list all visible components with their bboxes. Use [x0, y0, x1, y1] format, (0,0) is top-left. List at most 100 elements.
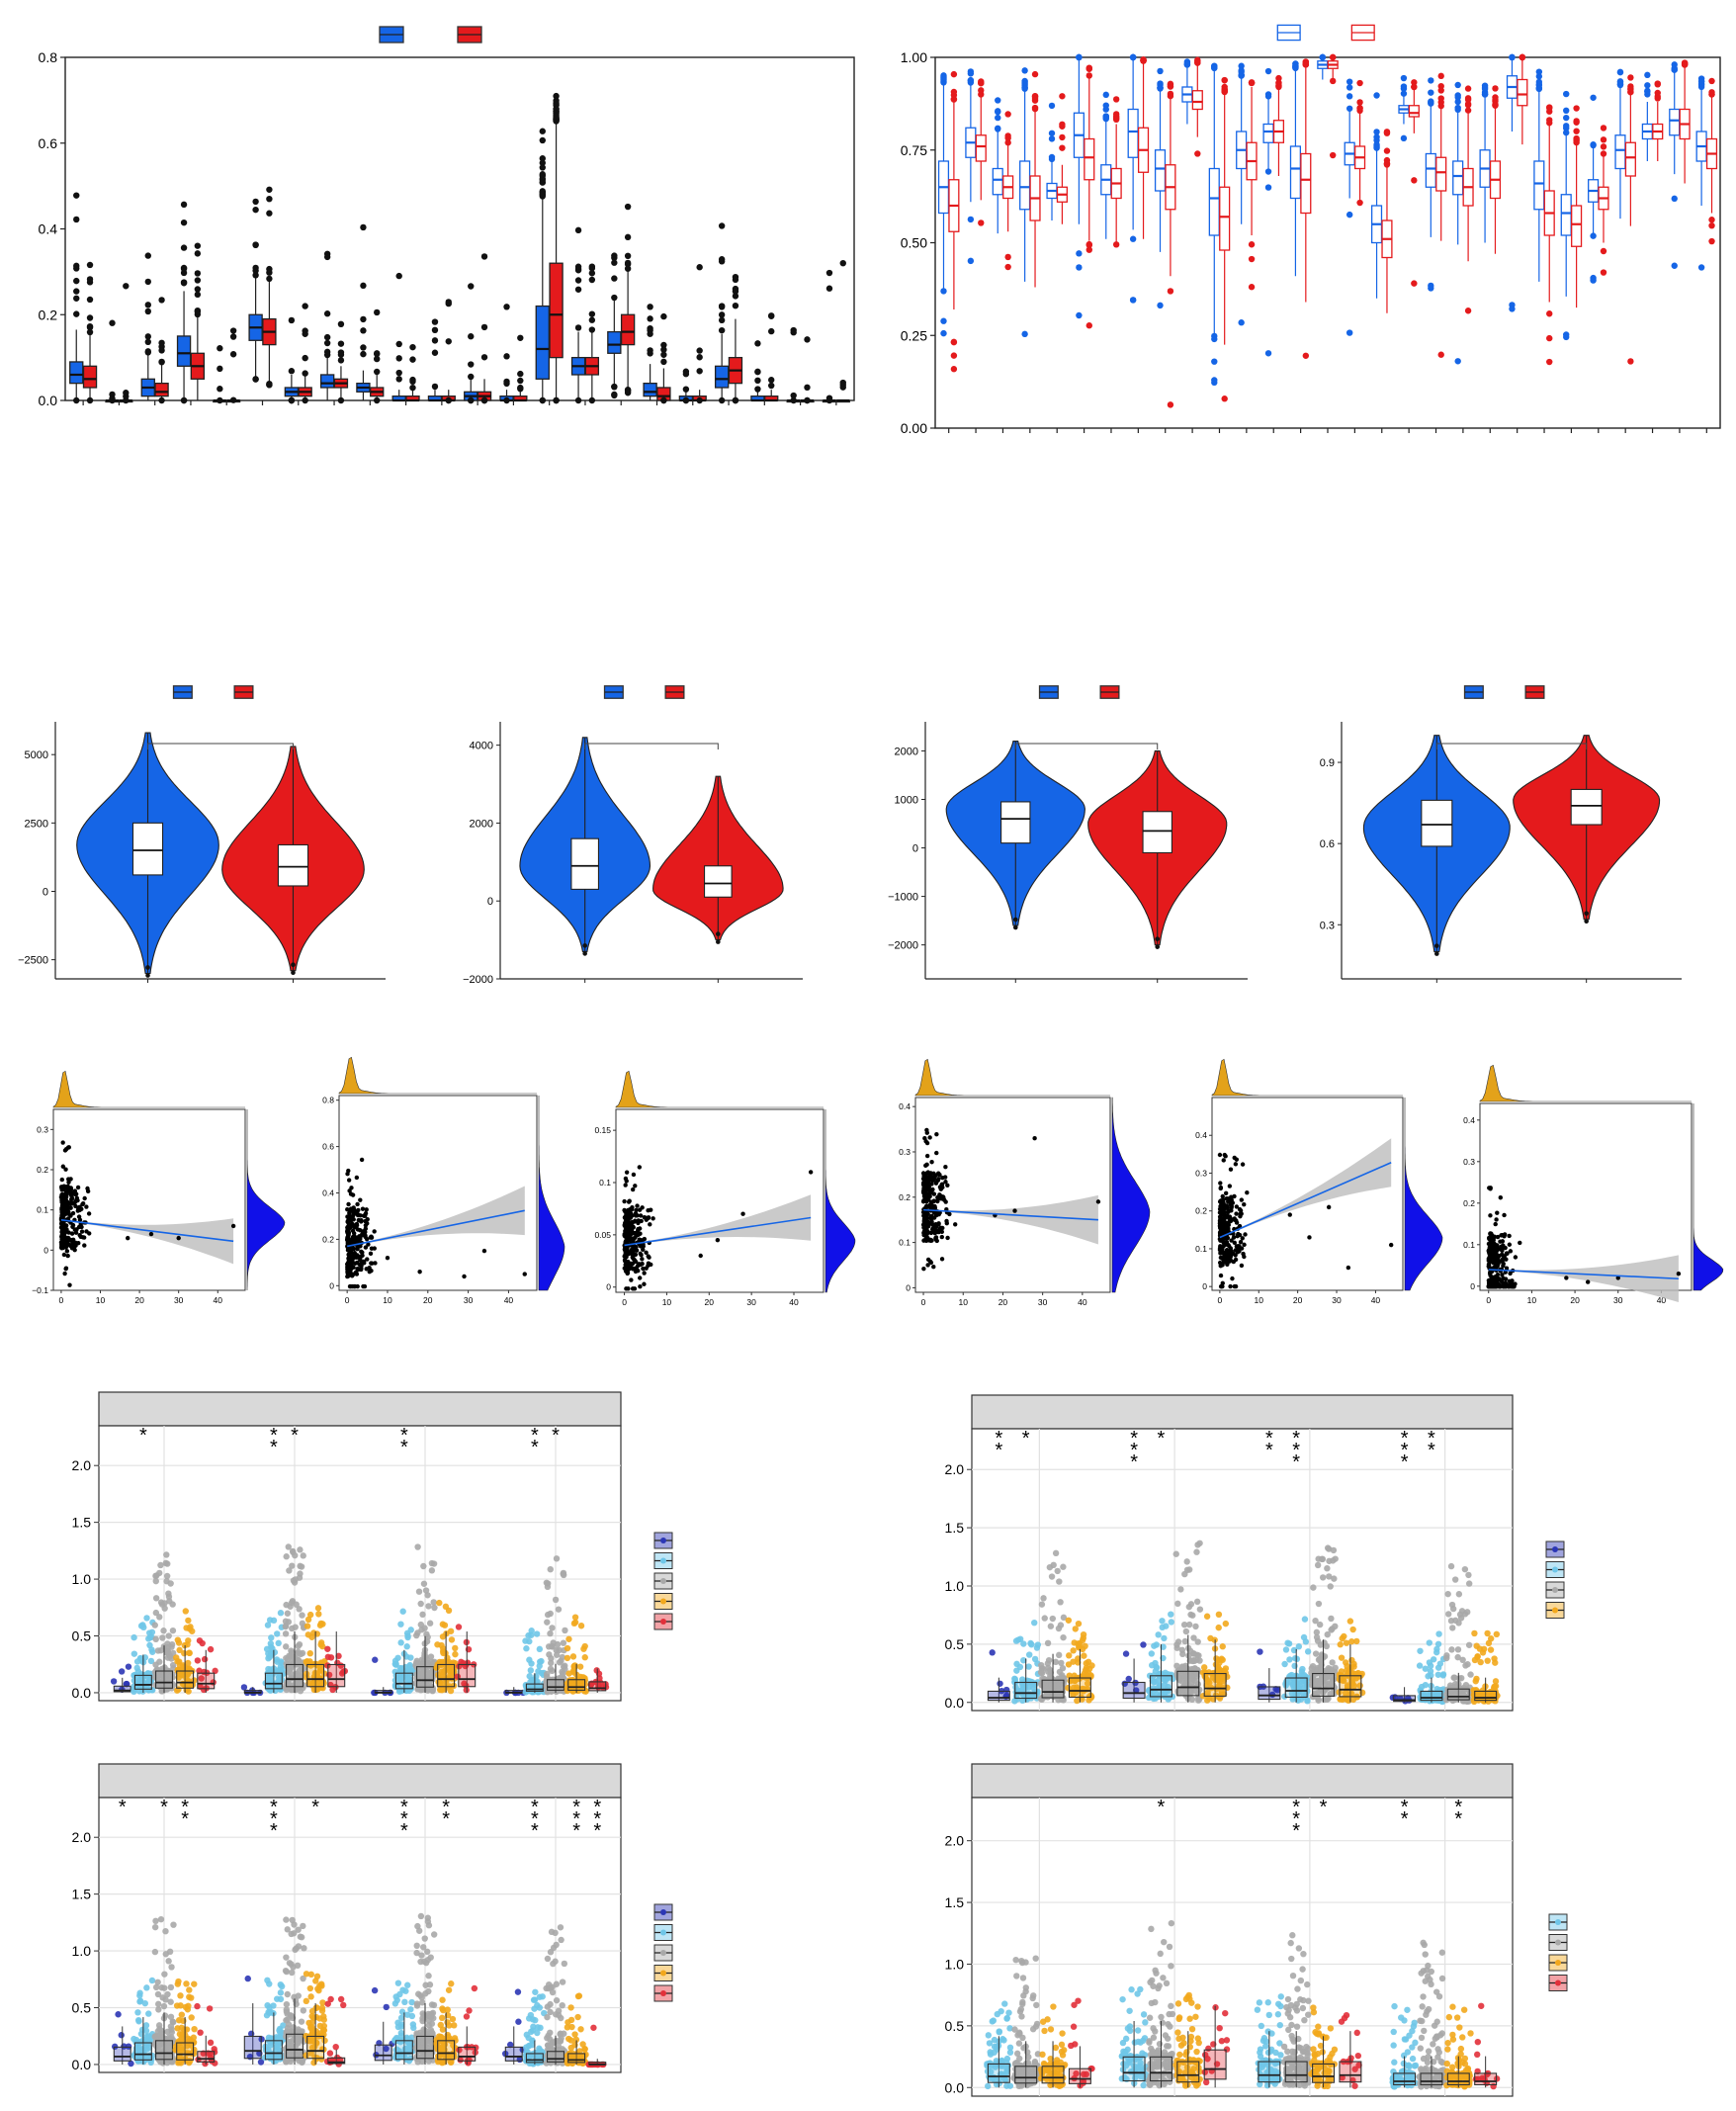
A-outlier [288, 316, 296, 324]
A-outlier [374, 355, 381, 363]
H1-point [306, 1649, 313, 1657]
A-outlier [445, 299, 452, 306]
B-outlier [1302, 59, 1310, 67]
H2-point [997, 1680, 1003, 1687]
H1-point [306, 1611, 314, 1619]
H1-point [593, 1667, 600, 1674]
G1-point [67, 1237, 72, 1243]
A-outlier [588, 263, 596, 270]
C-box-low [131, 822, 164, 876]
G2-point [522, 1272, 527, 1276]
G1-point [60, 1140, 65, 1145]
A-outlier [252, 376, 259, 383]
G2-xtick-label: 20 [423, 1295, 433, 1305]
G1-point [61, 1212, 67, 1217]
G2-point [360, 1206, 366, 1211]
H1-point [146, 1641, 153, 1649]
H2-box [1149, 1675, 1172, 1698]
A-outlier [123, 283, 130, 290]
H1-point [564, 1654, 571, 1662]
A-outlier [266, 382, 273, 389]
A-outlier [480, 396, 488, 404]
H2-point [1016, 1663, 1024, 1671]
H1-point [533, 1630, 541, 1637]
B-box-low [1425, 152, 1436, 188]
G6-point [1491, 1277, 1496, 1283]
G1-point [126, 1235, 130, 1241]
G4-point [933, 1180, 939, 1186]
A-outlier [480, 253, 488, 260]
H1-point [554, 1640, 562, 1648]
B-outlier [1330, 77, 1337, 85]
H1-box [416, 1666, 434, 1688]
G4-point [929, 1182, 934, 1187]
H1-chart: 0.00.51.01.52.0* * ** * ** ** [72, 1391, 622, 1702]
G2-point [481, 1248, 487, 1254]
A-legend [379, 26, 482, 44]
H1-point [443, 1658, 451, 1665]
A-outlier [804, 396, 811, 404]
H2-ytick-label: 1.0 [945, 1578, 965, 1594]
G5-ytick-label: 0.2 [1195, 1206, 1207, 1216]
H1-point [526, 1656, 533, 1663]
H1-point [553, 1651, 561, 1658]
H1-point [448, 1636, 456, 1643]
G3-point [630, 1187, 636, 1192]
A-outlier [696, 347, 703, 354]
B-outlier [1590, 277, 1597, 284]
B-outlier [1048, 135, 1056, 142]
G2-point [372, 1246, 377, 1251]
G4-point [934, 1238, 939, 1244]
H2-point [1151, 1642, 1158, 1649]
A-outlier [302, 396, 308, 404]
H1-significance: * * [531, 1425, 539, 1458]
H1-point [413, 1631, 420, 1639]
G6-ytick-label: 0 [1470, 1281, 1475, 1291]
G6-chart: 0 10 20 30 40 0 0.1 0.2 0.3 0.4 [1463, 1064, 1724, 1305]
A-outlier [194, 286, 202, 293]
H1-point [547, 1629, 554, 1637]
G2-point [385, 1255, 391, 1261]
G1-ytick-label: 0.3 [37, 1124, 48, 1134]
A-outlier [825, 269, 833, 277]
B-outlier [1085, 246, 1092, 253]
G5-xtick-label: 20 [1293, 1295, 1303, 1305]
A-outlier [611, 259, 618, 266]
H1-point [436, 1599, 443, 1607]
H2-ytick-label: 0.0 [945, 1695, 965, 1711]
H1-point [160, 1627, 167, 1634]
B-outlier [1021, 330, 1028, 338]
H1-point [372, 1656, 379, 1663]
G5-point [1220, 1202, 1225, 1207]
C-outlier [145, 965, 150, 970]
H1-point [152, 1635, 159, 1643]
B-outlier [950, 95, 958, 103]
H1-point [452, 1650, 459, 1658]
A-outlier [252, 272, 259, 279]
H2-point [1044, 1639, 1052, 1647]
B-outlier [1183, 60, 1191, 68]
H1-point [283, 1601, 290, 1609]
G3-point [624, 1224, 629, 1230]
B-outlier [1319, 53, 1326, 61]
B-outlier [1221, 77, 1228, 84]
E-pvalue-bracket [1014, 743, 1159, 749]
H1-box [588, 1681, 607, 1692]
C-ytick-label: 2500 [25, 818, 48, 830]
B-box-low [1127, 108, 1139, 158]
B-outlier [1102, 106, 1109, 113]
B-outlier [1437, 351, 1444, 358]
H2-point [1168, 1619, 1174, 1626]
H1-significance-star: * [531, 1437, 539, 1458]
A-outlier [194, 308, 202, 315]
G5-point [1222, 1254, 1227, 1259]
G6-point [1504, 1251, 1510, 1256]
H1-point [282, 1623, 290, 1629]
G6-point [1508, 1249, 1514, 1254]
G1-point [68, 1177, 73, 1182]
H1-point [419, 1611, 426, 1619]
G1-marginal-y [246, 1109, 286, 1290]
B-outlier [1112, 114, 1120, 122]
H1-point [156, 1614, 163, 1621]
A-outlier [754, 386, 761, 393]
